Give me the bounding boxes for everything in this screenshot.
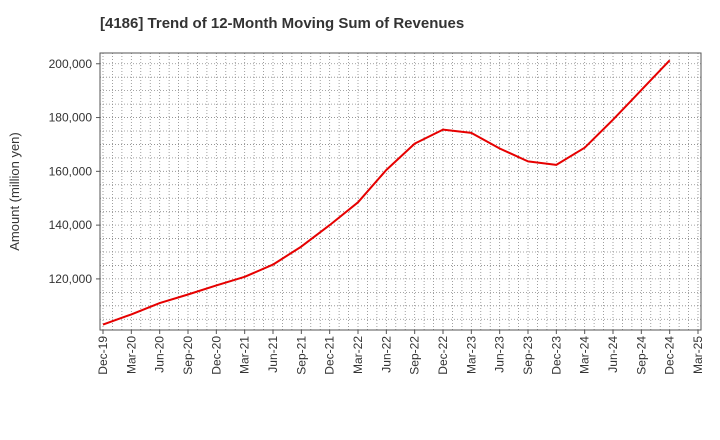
x-axis-ticks: Dec-19 Mar-20 Jun-20 Sep-20 Dec-20 Mar-21 Jun-… [96,330,705,375]
x-tick-label: Dec-20 [209,336,223,375]
grid [100,53,701,330]
x-tick-label: Jun-20 [153,336,167,373]
x-tick-label: Jun-21 [266,336,280,373]
x-tick-label: Dec-19 [96,336,110,375]
y-axis-ticks: 120,000 140,000 160,000 180,000 200,000 [49,57,100,286]
x-tick-label: Sep-23 [521,336,535,375]
series-line [102,59,671,326]
x-tick-label: Jun-23 [493,336,507,373]
x-tick-label: Sep-21 [294,336,308,375]
y-tick-label: 140,000 [49,218,93,232]
x-tick-label: Mar-22 [351,336,365,374]
y-tick-label: 120,000 [49,272,93,286]
x-tick-label: Mar-20 [124,336,138,374]
x-tick-label: Mar-21 [238,336,252,374]
x-tick-label: Dec-24 [663,336,677,375]
x-tick-label: Mar-23 [464,336,478,374]
y-axis-title: Amount (million yen) [7,132,22,251]
x-tick-label: Mar-24 [578,336,592,374]
x-tick-label: Dec-21 [323,336,337,375]
x-tick-label: Sep-24 [634,336,648,375]
y-tick-label: 180,000 [49,111,93,125]
chart-title: [4186] Trend of 12-Month Moving Sum of R… [100,15,465,32]
x-tick-label: Mar-25 [691,336,705,374]
x-tick-label: Jun-22 [379,336,393,373]
y-tick-label: 160,000 [49,164,93,178]
plot-frame [99,52,702,331]
x-tick-label: Sep-22 [408,336,422,375]
y-tick-label: 200,000 [49,57,93,71]
series [102,59,671,326]
x-tick-label: Dec-22 [436,336,450,375]
x-tick-label: Dec-23 [549,336,563,375]
x-tick-label: Sep-20 [181,336,195,375]
x-tick-label: Jun-24 [606,336,620,373]
